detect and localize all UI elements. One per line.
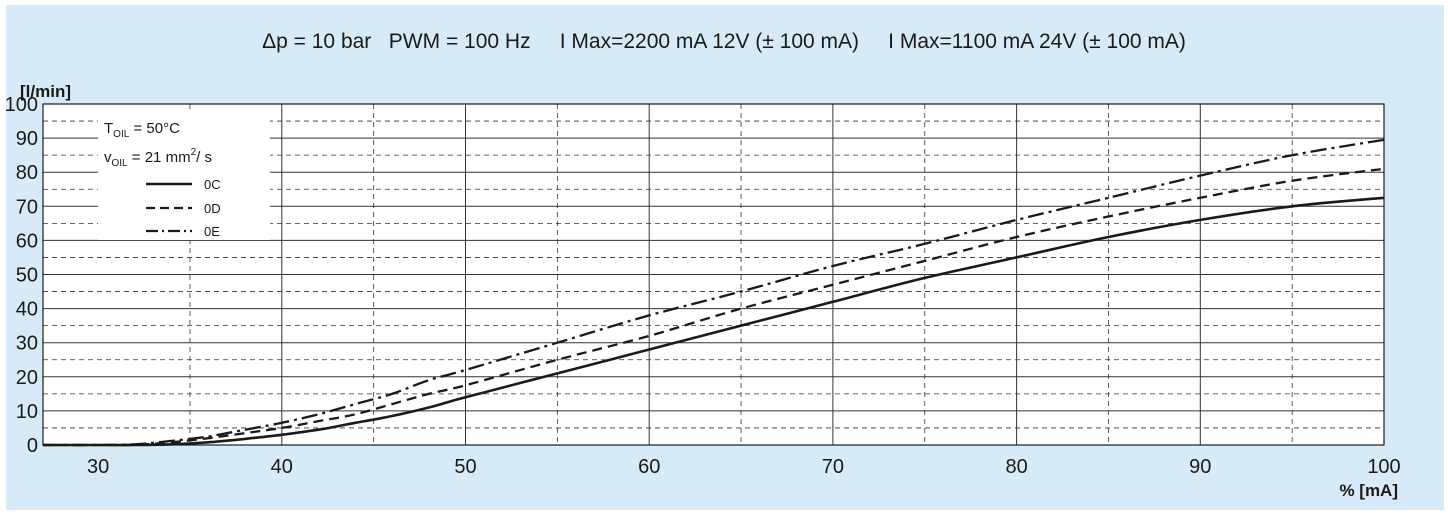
series-group <box>42 138 1385 447</box>
y-tick-label-0: 0 <box>27 435 38 457</box>
y-tick-label-50: 50 <box>16 265 38 287</box>
x-tick-label-80: 80 <box>1005 456 1027 478</box>
x-tick-label-50: 50 <box>454 456 476 478</box>
series-line-0d <box>42 167 1385 447</box>
y-tick-label-70: 70 <box>16 196 38 218</box>
y-tick-label-30: 30 <box>16 333 38 355</box>
oil-temperature: TOIL = 50°C <box>104 120 180 140</box>
visc-value: = 21 mm <box>128 149 191 166</box>
visc-unit: / s <box>196 149 212 166</box>
y-tick-label-20: 20 <box>16 367 38 389</box>
x-tick-label-90: 90 <box>1189 456 1211 478</box>
x-tick-label-60: 60 <box>638 456 660 478</box>
legend-label-0e: 0E <box>204 224 220 239</box>
legend-label-0d: 0D <box>204 201 221 216</box>
y-tick-labels: 0 10 20 30 40 50 60 70 80 90 100 <box>5 94 38 457</box>
chart-title: Δp = 10 bar PWM = 100 Hz I Max=2200 mA 1… <box>262 30 1186 53</box>
y-tick-label-40: 40 <box>16 299 38 321</box>
visc-subscript: OIL <box>112 158 129 169</box>
legend-box <box>98 110 270 240</box>
x-tick-label-30: 30 <box>87 456 109 478</box>
plot-frame <box>42 103 1385 446</box>
x-axis-label: % [mA] <box>1339 481 1398 500</box>
y-tick-label-90: 90 <box>16 128 38 150</box>
visc-symbol: v <box>104 149 112 166</box>
temp-subscript: OIL <box>113 129 130 140</box>
oil-viscosity: vOIL = 21 mm2/ s <box>104 147 212 169</box>
temp-symbol: T <box>104 120 113 137</box>
temp-value: = 50°C <box>129 120 180 137</box>
y-tick-label-10: 10 <box>16 401 38 423</box>
legend: TOIL = 50°C vOIL = 21 mm2/ s 0C 0D 0E <box>98 110 270 240</box>
x-tick-label-40: 40 <box>271 456 293 478</box>
x-tick-label-100: 100 <box>1367 456 1400 478</box>
legend-label-0c: 0C <box>204 177 221 192</box>
series-line-0c <box>43 196 1385 447</box>
x-tick-label-70: 70 <box>822 456 844 478</box>
y-tick-label-60: 60 <box>16 230 38 252</box>
y-tick-label-100: 100 <box>5 94 38 116</box>
series-line-0e <box>42 138 1385 447</box>
x-tick-labels: 30 40 50 60 70 80 90 100 <box>87 456 1401 478</box>
visc-superscript: 2 <box>191 147 197 158</box>
y-axis-label: [l/min] <box>20 82 71 101</box>
y-tick-label-80: 80 <box>16 162 38 184</box>
